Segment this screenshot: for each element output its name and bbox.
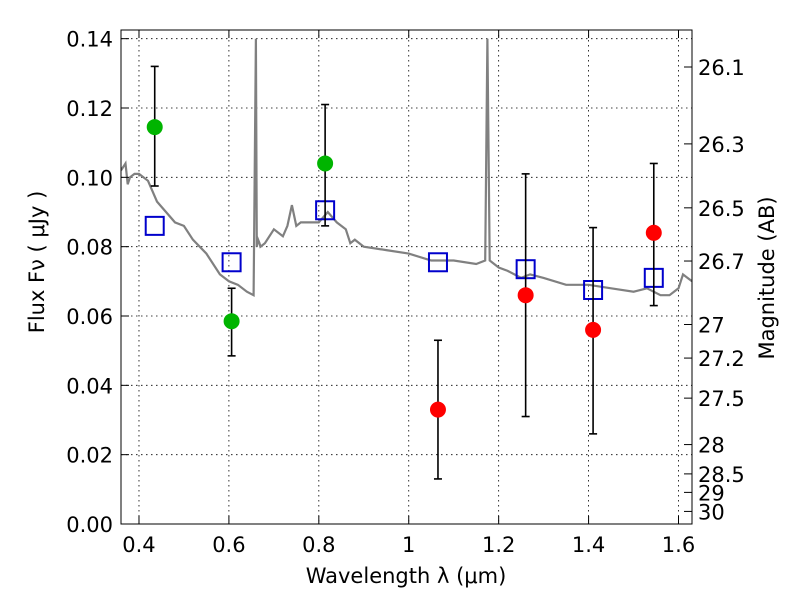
mag-tick-label: 26.1 <box>698 56 745 80</box>
observed-detections-point <box>223 313 240 330</box>
x-tick-label: 1 <box>402 533 415 557</box>
mag-tick-label: 26.7 <box>698 250 745 274</box>
grid <box>121 30 692 525</box>
plot-frame <box>120 29 693 525</box>
axis-ticks <box>121 30 692 525</box>
observed-upper-point <box>429 401 446 418</box>
observed-upper-point <box>585 321 602 338</box>
y-tick-label: 0.14 <box>66 28 113 52</box>
mag-tick-label: 26.5 <box>698 197 745 221</box>
y-tick-label: 0.00 <box>66 513 113 537</box>
y2-axis-label: Magnitude (AB) <box>755 196 779 359</box>
model-square <box>221 252 242 273</box>
model-sed-layer <box>121 38 692 298</box>
mag-tick-label: 30 <box>698 500 725 524</box>
x-tick-label: 1.6 <box>662 533 695 557</box>
y-tick-label: 0.02 <box>66 444 113 468</box>
model-square <box>427 252 448 273</box>
observed-upper-point <box>517 287 534 304</box>
x-tick-label: 1.2 <box>482 533 515 557</box>
x-tick-label: 0.6 <box>212 533 245 557</box>
mag-tick-label: 28.5 <box>698 463 745 487</box>
mag-tick-label: 26.3 <box>698 133 745 157</box>
x-tick-label: 0.4 <box>122 533 155 557</box>
y-tick-label: 0.04 <box>66 374 113 398</box>
x-tick-label: 1.4 <box>572 533 605 557</box>
observed-detections-point <box>317 155 334 172</box>
mag-tick-label: 29 <box>698 481 725 505</box>
y-tick-label: 0.12 <box>66 97 113 121</box>
x-tick-label: 0.8 <box>302 533 335 557</box>
data-marks <box>144 65 664 480</box>
mag-tick-label: 28 <box>698 434 725 458</box>
x-axis-label: Wavelength λ (μm) <box>306 564 507 588</box>
mag-tick-label: 27 <box>698 314 725 338</box>
y-tick-label: 0.06 <box>66 305 113 329</box>
observed-detections-point <box>146 119 163 136</box>
observed-upper-point <box>645 224 662 241</box>
model-sed-line <box>121 38 692 298</box>
mag-tick-label: 27.5 <box>698 387 745 411</box>
y-tick-label: 0.10 <box>66 166 113 190</box>
y-tick-label: 0.08 <box>66 236 113 260</box>
model-square <box>144 215 165 236</box>
mag-tick-label: 27.2 <box>698 347 745 371</box>
y-axis-label: Flux Fν ( μJy ) <box>25 191 49 334</box>
tick-labels: 0.4 0.6 0.8 1 1.2 1.4 1.6 0.00 0.02 0.04 0.06 0.08 0… <box>66 28 745 557</box>
